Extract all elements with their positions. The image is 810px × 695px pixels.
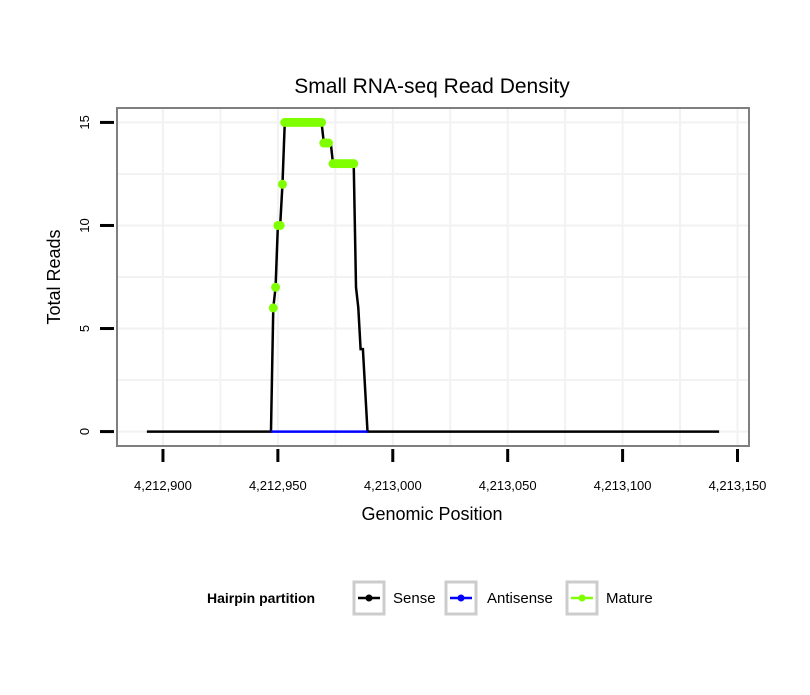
mature-point bbox=[317, 117, 327, 127]
series-layer bbox=[146, 117, 720, 433]
grid bbox=[117, 108, 749, 446]
legend-key-point bbox=[578, 594, 586, 602]
x-axis-label: Genomic Position bbox=[361, 504, 502, 524]
mature-point bbox=[349, 159, 359, 169]
legend-label-sense: Sense bbox=[393, 590, 436, 607]
mature-point bbox=[271, 282, 281, 292]
y-tick-label: 0 bbox=[77, 428, 92, 435]
legend-label-mature: Mature bbox=[606, 590, 653, 607]
mature-point bbox=[268, 303, 278, 313]
axes: 4,212,900 4,212,950 4,213,000 4,213,050 4,21… bbox=[77, 115, 766, 493]
x-tick-label: 4,212,950 bbox=[249, 478, 307, 493]
legend-key-point bbox=[457, 594, 465, 602]
y-tick-label: 5 bbox=[77, 325, 92, 332]
x-tick-label: 4,213,000 bbox=[364, 478, 422, 493]
x-tick-label: 4,213,050 bbox=[479, 478, 537, 493]
mature-point bbox=[277, 179, 287, 189]
chart-title: Small RNA-seq Read Density bbox=[294, 75, 570, 98]
y-tick-label: 15 bbox=[77, 115, 92, 129]
y-tick-label: 10 bbox=[77, 218, 92, 232]
mature-point bbox=[275, 220, 285, 230]
legend: Hairpin partition Sense Antisense Mature bbox=[207, 580, 653, 616]
legend-title: Hairpin partition bbox=[207, 590, 315, 606]
x-tick-label: 4,213,100 bbox=[594, 478, 652, 493]
x-tick-label: 4,212,900 bbox=[134, 478, 192, 493]
plot-panel-border bbox=[116, 107, 750, 447]
x-tick-label: 4,213,150 bbox=[709, 478, 767, 493]
legend-key-point bbox=[365, 594, 373, 602]
legend-label-antisense: Antisense bbox=[487, 590, 553, 607]
mature-point bbox=[323, 138, 333, 148]
y-axis-label: Total Reads bbox=[44, 229, 64, 324]
